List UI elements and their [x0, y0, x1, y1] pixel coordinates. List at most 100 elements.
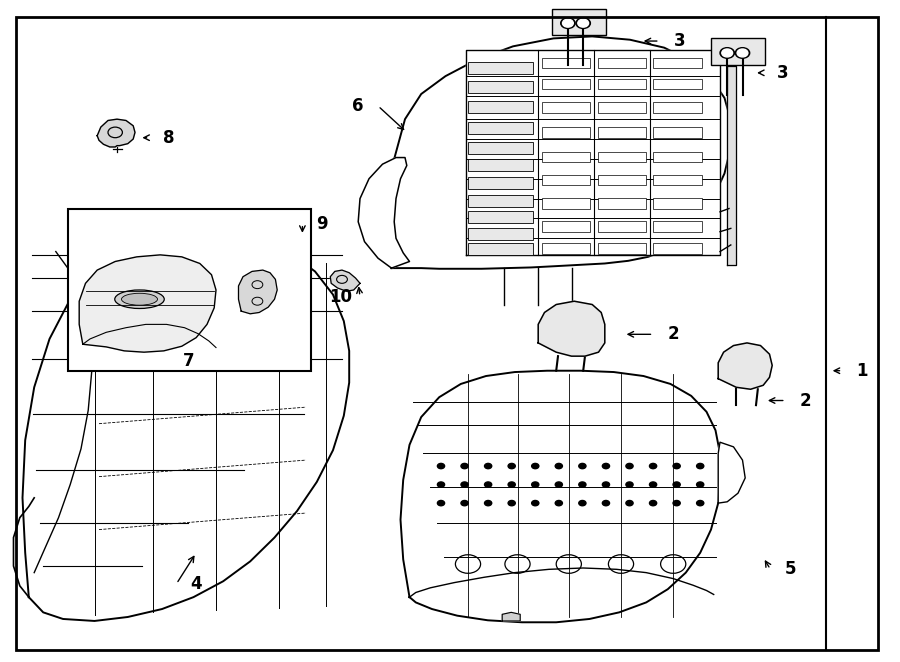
Bar [653, 221, 702, 232]
Circle shape [576, 18, 590, 28]
Text: 2: 2 [800, 391, 811, 410]
Circle shape [697, 500, 704, 506]
Polygon shape [538, 301, 605, 356]
Bar [653, 175, 702, 185]
Polygon shape [727, 66, 736, 265]
Bar [598, 221, 646, 232]
Circle shape [561, 18, 575, 28]
Circle shape [508, 482, 516, 487]
Bar [542, 243, 590, 254]
Circle shape [602, 500, 609, 506]
Polygon shape [502, 612, 520, 621]
Polygon shape [358, 158, 410, 268]
Bar [598, 175, 646, 185]
Bar [653, 79, 702, 89]
Polygon shape [466, 50, 720, 255]
Circle shape [626, 482, 633, 487]
Bar [653, 152, 702, 162]
Circle shape [562, 19, 573, 27]
Circle shape [461, 482, 468, 487]
Circle shape [737, 49, 748, 57]
Text: 3: 3 [778, 64, 788, 82]
Circle shape [579, 463, 586, 469]
Bar [542, 58, 590, 68]
Circle shape [461, 500, 468, 506]
Bar [468, 142, 533, 154]
Text: 5: 5 [785, 560, 796, 579]
Bar [468, 159, 533, 171]
Circle shape [697, 482, 704, 487]
Circle shape [579, 500, 586, 506]
Text: 8: 8 [164, 128, 175, 147]
Circle shape [532, 482, 539, 487]
Polygon shape [389, 36, 731, 269]
Bar [542, 127, 590, 138]
Circle shape [555, 463, 562, 469]
Circle shape [602, 482, 609, 487]
Circle shape [673, 463, 680, 469]
Bar [653, 127, 702, 138]
Bar [598, 58, 646, 68]
Bar [542, 152, 590, 162]
Bar [542, 221, 590, 232]
Polygon shape [238, 270, 277, 314]
Circle shape [532, 463, 539, 469]
Bar [468, 228, 533, 240]
Bar [468, 195, 533, 207]
Circle shape [532, 500, 539, 506]
Circle shape [437, 500, 445, 506]
Circle shape [650, 463, 657, 469]
Circle shape [578, 19, 589, 27]
Polygon shape [330, 270, 360, 291]
Circle shape [602, 463, 609, 469]
Bar [653, 198, 702, 209]
Bar [468, 101, 533, 113]
Circle shape [650, 500, 657, 506]
Bar [598, 198, 646, 209]
Text: 3: 3 [674, 32, 685, 50]
Bar [653, 243, 702, 254]
Text: 1: 1 [857, 361, 868, 380]
Circle shape [626, 463, 633, 469]
Circle shape [437, 463, 445, 469]
Polygon shape [97, 119, 135, 147]
Bar [468, 177, 533, 189]
Bar [598, 102, 646, 113]
Ellipse shape [122, 293, 158, 305]
Circle shape [697, 463, 704, 469]
Bar [542, 198, 590, 209]
Circle shape [650, 482, 657, 487]
Circle shape [579, 482, 586, 487]
Bar [711, 38, 765, 65]
Circle shape [673, 500, 680, 506]
Circle shape [555, 482, 562, 487]
Text: 2: 2 [668, 325, 679, 344]
Circle shape [508, 500, 516, 506]
Bar [542, 79, 590, 89]
Bar [653, 58, 702, 68]
Circle shape [720, 48, 734, 58]
Circle shape [437, 482, 445, 487]
Bar [653, 102, 702, 113]
Bar [542, 175, 590, 185]
Circle shape [461, 463, 468, 469]
Polygon shape [22, 232, 349, 621]
Bar [468, 81, 533, 93]
Circle shape [484, 482, 491, 487]
Text: 7: 7 [184, 352, 194, 370]
Text: 4: 4 [191, 575, 202, 593]
Polygon shape [718, 343, 772, 389]
Text: 9: 9 [317, 214, 328, 233]
Bar [468, 62, 533, 74]
Text: 10: 10 [328, 287, 352, 306]
Bar [542, 102, 590, 113]
Bar [468, 211, 533, 223]
Circle shape [626, 500, 633, 506]
Bar [598, 79, 646, 89]
Circle shape [484, 463, 491, 469]
Bar [598, 243, 646, 254]
Bar [468, 243, 533, 255]
Bar [598, 127, 646, 138]
Circle shape [673, 482, 680, 487]
Bar [68, 209, 310, 371]
